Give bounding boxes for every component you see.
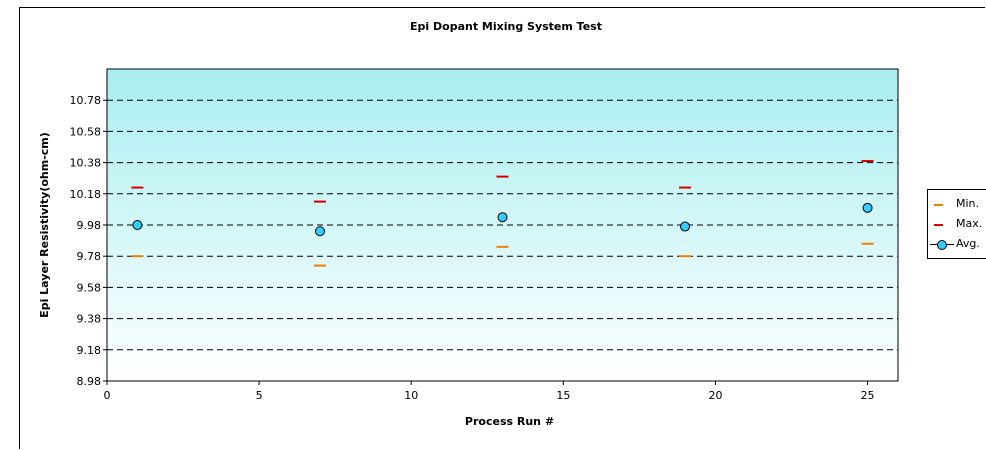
legend-avg-marker [937, 240, 947, 250]
max-point [131, 186, 144, 189]
avg-point [314, 226, 325, 237]
min-point [313, 264, 326, 267]
chart-title: Epi Dopant Mixing System Test [410, 20, 602, 33]
y-tick-label: 10.18 [70, 188, 102, 201]
max-point [861, 160, 874, 163]
legend-item-max: Max. [928, 215, 986, 235]
legend-min-mark [934, 204, 943, 206]
x-tick-label: 5 [256, 389, 263, 402]
min-point [861, 242, 874, 245]
legend: Min. Max. Avg. [927, 189, 986, 259]
legend-item-avg: Avg. [928, 235, 986, 255]
avg-point [497, 212, 508, 223]
y-tick-label: 9.38 [77, 313, 102, 326]
avg-point [862, 202, 873, 213]
x-tick-label: 10 [404, 389, 418, 402]
avg-point [132, 220, 143, 230]
x-axis-label: Process Run # [465, 415, 554, 428]
min-point [131, 255, 144, 258]
y-tick-label: 10.38 [70, 157, 102, 170]
max-point [679, 186, 692, 189]
y-tick-label: 8.98 [77, 375, 102, 388]
max-point [313, 200, 326, 203]
legend-item-min: Min. [928, 195, 986, 215]
min-point [496, 245, 509, 248]
legend-label-avg: Avg. [956, 237, 980, 250]
legend-max-mark [934, 224, 943, 226]
min-point [679, 255, 692, 258]
x-tick-label: 0 [104, 389, 111, 402]
x-tick-label: 20 [708, 389, 722, 402]
y-tick-label: 9.98 [77, 219, 102, 232]
x-tick-label: 15 [556, 389, 570, 402]
y-tick-label: 9.58 [77, 281, 102, 294]
y-axis-label: Epi Layer Resistivity(ohm-cm) [38, 132, 51, 318]
x-tick-label: 25 [861, 389, 875, 402]
legend-label-max: Max. [956, 217, 983, 230]
avg-point [680, 221, 691, 232]
y-tick-label: 9.78 [77, 250, 102, 263]
max-point [496, 175, 509, 178]
y-tick-label: 10.58 [70, 125, 102, 138]
legend-label-min: Min. [956, 197, 980, 210]
y-tick-label: 9.18 [77, 344, 102, 357]
y-tick-label: 10.78 [70, 94, 102, 107]
